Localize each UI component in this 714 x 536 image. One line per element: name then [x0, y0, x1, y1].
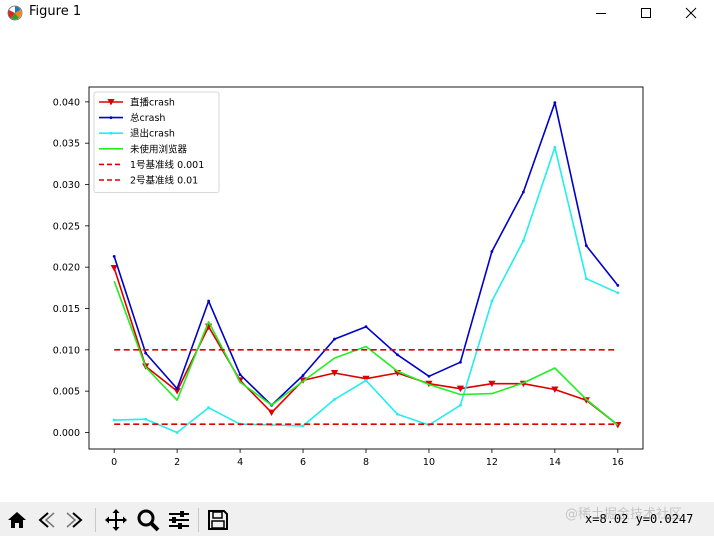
axes-frame [88, 86, 644, 450]
data-point-marker [112, 418, 116, 422]
data-point-marker [175, 431, 179, 434]
series-line-3 [113, 280, 619, 426]
maximize-icon [641, 8, 651, 18]
data-point-marker [175, 387, 179, 391]
data-point-marker [207, 406, 211, 410]
maximize-button[interactable] [623, 0, 669, 26]
back-button[interactable] [33, 507, 59, 533]
y-tick-label: 0.010 [53, 345, 80, 356]
y-tick-label: 0.025 [53, 221, 80, 232]
data-point-marker [488, 380, 496, 388]
data-point-marker [490, 299, 494, 303]
y-tick-label: 0.035 [53, 139, 80, 150]
x-tick-label: 16 [612, 457, 624, 468]
data-point-marker [144, 417, 148, 421]
data-point-marker [173, 388, 181, 395]
minimize-icon [596, 13, 606, 14]
figure-canvas[interactable]: 0 2 4 6 8 10 12 14 16 0.000 0.005 0.010 0.015 0.020 0.… [0, 26, 714, 502]
data-point-marker [584, 277, 588, 281]
toolbar-separator [95, 508, 96, 532]
data-point-marker [238, 373, 242, 377]
x-tick-label: 6 [300, 457, 306, 468]
navigation-toolbar [0, 502, 714, 536]
data-point-marker [330, 369, 339, 377]
configure-subplots-button[interactable] [166, 507, 192, 533]
zoom-icon [137, 509, 160, 532]
data-point-marker [110, 265, 118, 272]
data-point-marker [584, 244, 588, 248]
save-icon [208, 510, 228, 530]
home-button[interactable] [4, 507, 30, 533]
data-point-marker [364, 325, 368, 329]
save-button[interactable] [205, 507, 231, 533]
y-tick-label: 0.005 [53, 387, 80, 398]
y-tick-label: 0.000 [53, 428, 80, 439]
cursor-coordinates: x=8.02 y=0.0247 [585, 512, 694, 526]
y-tick-label: 0.030 [53, 180, 80, 191]
close-icon [685, 7, 697, 19]
data-point-marker [396, 412, 399, 416]
watermark-text: @稀土掘金技术社区 [565, 507, 683, 522]
data-point-marker [551, 386, 559, 393]
close-button[interactable] [668, 0, 714, 26]
data-point-marker [427, 374, 431, 378]
data-point-marker [301, 374, 305, 377]
data-point-marker [553, 145, 557, 149]
data-point-marker [490, 250, 494, 253]
data-point-marker [553, 101, 557, 105]
y-tick-label: 0.015 [53, 304, 80, 315]
y-tick-label: 0.040 [53, 97, 80, 108]
legend-entry-label: 直播crash [130, 97, 175, 109]
title-bar: Figure 1 [0, 0, 714, 26]
legend-entry-label: 1号基准线 0.001 [130, 159, 204, 171]
x-tick-label: 8 [363, 457, 369, 468]
zoom-button[interactable] [135, 507, 161, 533]
back-icon [38, 512, 55, 528]
data-point-marker [267, 409, 276, 417]
pan-icon [105, 509, 127, 531]
legend-entry-label: 总crash [130, 112, 165, 124]
line-chart: 0 2 4 6 8 10 12 14 16 0.000 0.005 0.010 0.015 0.020 0.… [53, 86, 644, 468]
data-point-marker [459, 360, 462, 364]
data-point-marker [207, 299, 211, 303]
data-point-marker [333, 398, 336, 401]
legend-entry-label: 2号基准线 0.01 [130, 175, 198, 187]
legend-marker [109, 116, 113, 119]
data-point-marker [616, 291, 620, 295]
matplotlib-logo-icon [7, 5, 23, 21]
legend-box [93, 91, 220, 193]
legend-entry-label: 未使用浏览器 [130, 143, 188, 155]
data-point-marker [333, 337, 336, 341]
forward-button[interactable] [62, 507, 88, 533]
legend-marker [109, 131, 113, 135]
data-point-marker [301, 424, 305, 428]
data-point-marker [364, 379, 368, 382]
x-tick-label: 2 [174, 457, 180, 468]
window-title: Figure 1 [29, 4, 82, 19]
x-tick-label: 14 [549, 457, 561, 468]
legend-marker [107, 99, 115, 106]
data-point-marker [144, 351, 148, 355]
pan-button[interactable] [103, 507, 129, 533]
home-icon [8, 512, 26, 528]
forward-icon [66, 512, 83, 528]
data-point-marker [112, 255, 116, 258]
minimize-button[interactable] [578, 0, 624, 26]
x-tick-label: 4 [237, 457, 243, 468]
configure-icon [169, 511, 189, 529]
data-point-marker [459, 403, 462, 407]
data-point-marker [362, 375, 370, 383]
toolbar-separator [198, 508, 199, 532]
data-point-marker [396, 353, 399, 357]
legend-entry-label: 退出crash [130, 128, 175, 140]
data-point-marker [521, 239, 525, 243]
x-tick-label: 12 [486, 457, 498, 468]
data-point-marker [521, 190, 525, 194]
data-point-marker [616, 283, 620, 287]
x-tick-label: 10 [423, 457, 435, 468]
x-tick-label: 0 [111, 457, 117, 468]
data-point-marker [456, 385, 465, 393]
y-tick-label: 0.020 [53, 263, 80, 274]
